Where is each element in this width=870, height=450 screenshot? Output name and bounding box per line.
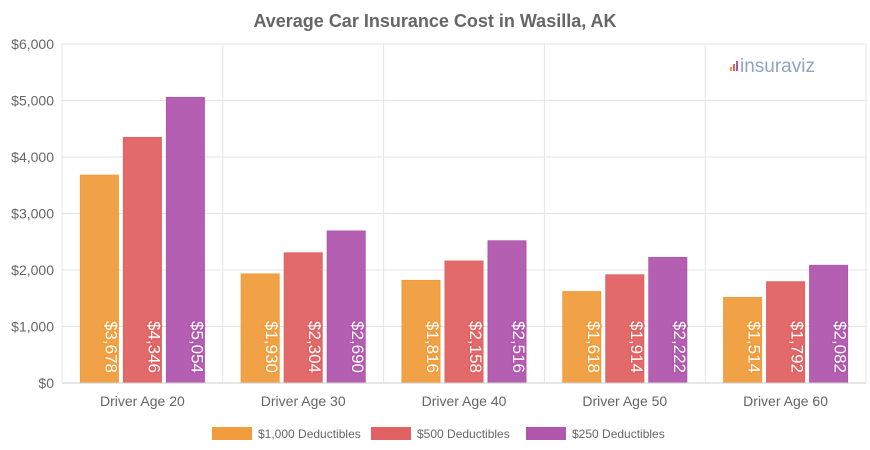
data-label: $2,158 [466,321,485,373]
y-tick-label: $3,000 [11,206,54,222]
x-tick-label: Driver Age 20 [100,393,185,409]
bar [79,174,119,384]
insuraviz-logo: insuraviz [730,56,815,77]
x-axis: Driver Age 20 Driver Age 30 Driver Age 40 D… [62,382,866,409]
data-label: $1,792 [788,321,807,373]
x-tick-label: Driver Age 60 [743,393,828,409]
legend-swatch [212,427,252,440]
bar [605,274,645,384]
y-tick-label: $0 [38,375,54,391]
data-label: $3,678 [101,321,120,373]
y-tick-label: $4,000 [11,149,54,165]
bar [283,252,323,384]
legend-label: $500 Deductibles [417,427,510,441]
y-tick-label: $2,000 [11,262,54,278]
logo-bar-3 [736,61,738,71]
bar [401,279,441,384]
y-tick-label: $5,000 [11,93,54,109]
data-label: $2,690 [348,321,367,373]
bar [165,96,205,384]
legend-label: $250 Deductibles [572,427,665,441]
legend-swatch [371,427,411,440]
bars: $3,678 $4,346 $5,054 $1,930 $2,304 $2,690 $1,8… [79,96,851,384]
bar [809,264,849,384]
y-axis: $0 $1,000 $2,000 $3,000 $4,000 $5,000 $6,000 [11,36,54,391]
data-label: $5,054 [187,321,206,373]
data-label: $1,816 [423,321,442,373]
data-label: $4,346 [144,321,163,373]
bar [487,240,527,384]
y-tick-label: $6,000 [11,36,54,52]
data-label: $2,516 [509,321,528,373]
x-tick-label: Driver Age 50 [582,393,667,409]
x-tick-label: Driver Age 40 [422,393,507,409]
y-tick-label: $1,000 [11,319,54,335]
bar [766,281,806,384]
data-label: $1,514 [745,321,764,373]
logo-bar-2 [733,64,735,71]
data-label: $2,222 [670,321,689,373]
logo-text: insuraviz [740,56,815,77]
data-label: $1,930 [262,321,281,373]
data-label: $1,618 [584,321,603,373]
data-label: $1,914 [627,321,646,373]
data-label: $2,304 [305,321,324,373]
legend: $1,000 Deductibles $500 Deductibles $250 D… [212,427,665,441]
logo-bar-1 [730,67,732,71]
chart-title: Average Car Insurance Cost in Wasilla, A… [253,11,616,31]
bar [444,260,484,384]
bar [723,296,763,384]
x-tick-label: Driver Age 30 [261,393,346,409]
legend-label: $1,000 Deductibles [258,427,361,441]
data-label: $2,082 [831,321,850,373]
legend-swatch [526,427,566,440]
